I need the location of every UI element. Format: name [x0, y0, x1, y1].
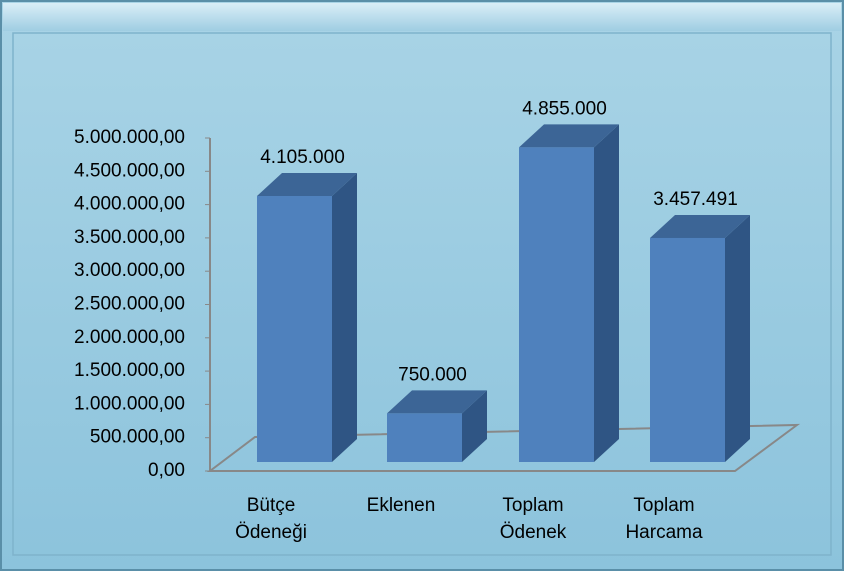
- y-tick-label: 1.500.000,00: [74, 360, 185, 381]
- bar-top: [650, 214, 750, 238]
- value-label: 4.855.000: [522, 98, 607, 119]
- bar: [387, 390, 487, 462]
- frame-band: [3, 3, 841, 31]
- x-tick-label: Bütçe Ödeneği: [235, 495, 307, 543]
- bar-top: [257, 172, 357, 196]
- bar-side: [462, 390, 487, 462]
- y-tick-label: 4.500.000,00: [74, 160, 185, 181]
- bar-side: [594, 124, 619, 463]
- x-tick-label: Toplam Harcama: [625, 495, 703, 543]
- bar-front: [519, 147, 594, 462]
- y-tick-label: 0,00: [148, 460, 185, 481]
- y-tick-label: 4.000.000,00: [74, 194, 185, 215]
- bar: [650, 214, 750, 462]
- y-tick-label: 3.500.000,00: [74, 227, 185, 248]
- bar-side: [332, 172, 357, 462]
- y-tick-label: 2.000.000,00: [74, 327, 185, 348]
- bar: [519, 124, 619, 463]
- bar-front: [387, 413, 462, 462]
- bar: [257, 172, 357, 462]
- bar-front: [257, 195, 332, 462]
- x-tick-label: Eklenen: [367, 495, 436, 516]
- y-tick-label: 2.500.000,00: [74, 294, 185, 315]
- value-label: 750.000: [398, 364, 467, 385]
- value-label: 3.457.491: [653, 189, 738, 210]
- inner-frame: [12, 32, 832, 556]
- bar-front: [650, 237, 725, 462]
- y-tick-label: 500.000,00: [90, 427, 185, 448]
- y-tick-label: 5.000.000,00: [74, 127, 185, 148]
- y-tick-label: 3.000.000,00: [74, 260, 185, 281]
- bar-top: [387, 390, 487, 414]
- bar-top: [519, 124, 619, 148]
- value-label: 4.105.000: [260, 147, 345, 168]
- x-tick-label: Toplam Ödenek: [500, 495, 567, 543]
- y-tick-label: 1.000.000,00: [74, 393, 185, 414]
- bar-side: [725, 214, 750, 462]
- floor: [207, 423, 801, 472]
